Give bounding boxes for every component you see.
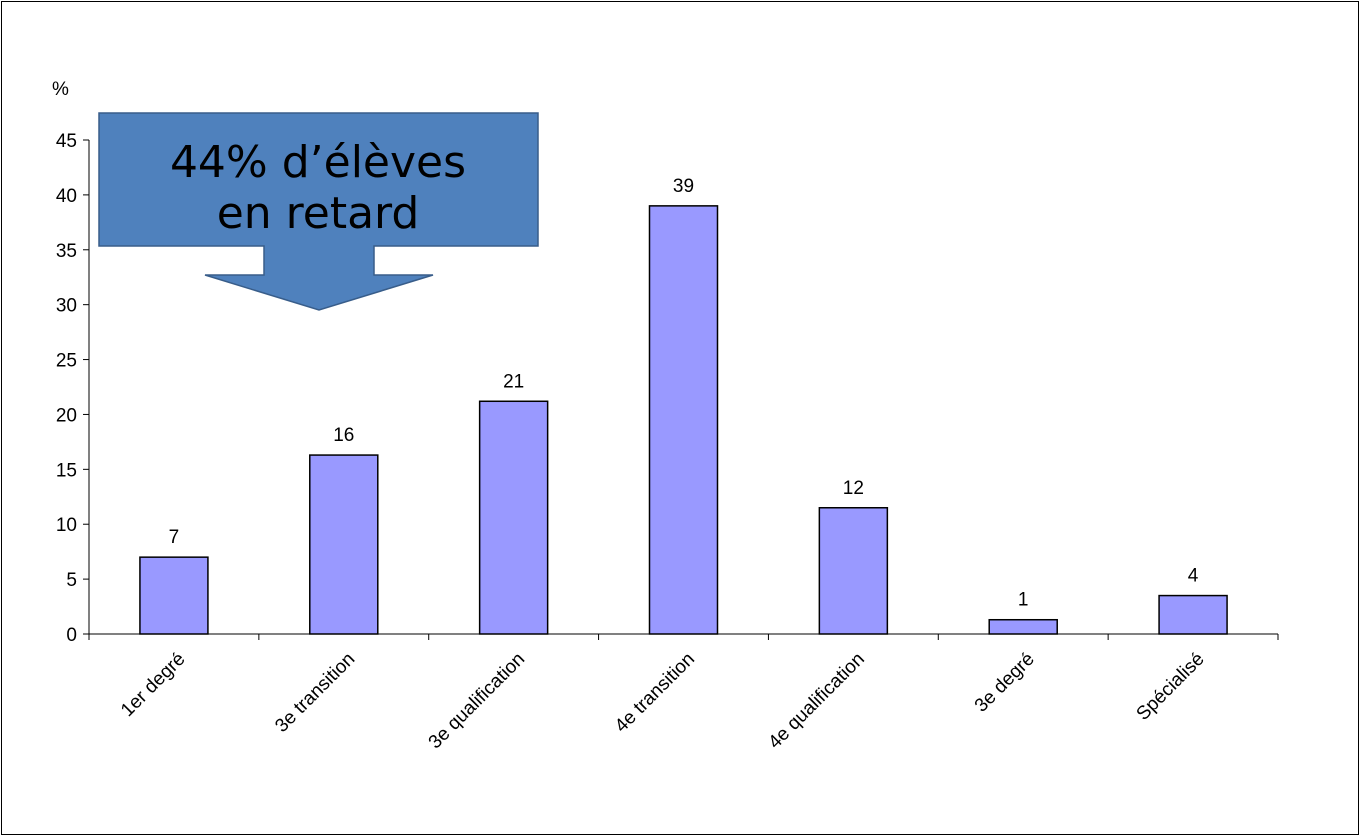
- callout-text-line-1: 44% d’élèves: [170, 137, 466, 188]
- x-category-label: 3e degré: [971, 649, 1039, 717]
- y-tick-label: 45: [56, 131, 77, 152]
- y-tick-label: 35: [56, 241, 77, 262]
- y-tick-label: 15: [56, 460, 77, 481]
- bar-data-label: 12: [843, 478, 864, 499]
- y-axis: 0 5 10 15 20 25 30 35 40 45: [56, 131, 90, 646]
- x-category-label: 3e qualification: [425, 649, 529, 753]
- bar-data-label: 39: [673, 176, 694, 197]
- bar-data-label: 16: [333, 425, 354, 446]
- y-tick-label: 25: [56, 351, 77, 372]
- x-category-label: Spécialisé: [1133, 649, 1209, 725]
- x-axis: 1er degré 3e transition 3e qualification 4e…: [88, 633, 1279, 753]
- bar-data-label: 7: [169, 527, 180, 548]
- bar: [648, 205, 719, 635]
- bar-data-label: 1: [1018, 590, 1029, 611]
- bar: [309, 454, 379, 635]
- y-tick-label: 20: [56, 405, 77, 426]
- y-tick-label: 0: [66, 625, 77, 646]
- bar-data-label: 4: [1188, 566, 1199, 587]
- y-tick-label: 10: [56, 515, 77, 536]
- x-category-label: 4e transition: [611, 649, 699, 737]
- y-tick-label: 40: [56, 186, 77, 207]
- y-tick-label: 30: [56, 296, 77, 317]
- x-category-label: 1er degré: [117, 649, 189, 721]
- callout-annotation: 44% d’élèves en retard: [98, 112, 539, 311]
- x-category-label: 4e qualification: [764, 649, 868, 753]
- bar: [988, 618, 1058, 635]
- bar: [1158, 594, 1228, 635]
- bars: 7 16 21 39 12 1 4: [139, 176, 1228, 635]
- y-tick-label: 5: [66, 570, 77, 591]
- callout-arrow-shape: [98, 112, 539, 311]
- bar-data-label: 21: [503, 371, 524, 392]
- bar: [478, 400, 549, 635]
- callout-text-line-2: en retard: [217, 188, 420, 239]
- bar: [139, 556, 209, 635]
- bar: [818, 507, 889, 635]
- y-axis-unit-label: %: [52, 79, 69, 100]
- x-category-label: 3e transition: [271, 649, 359, 737]
